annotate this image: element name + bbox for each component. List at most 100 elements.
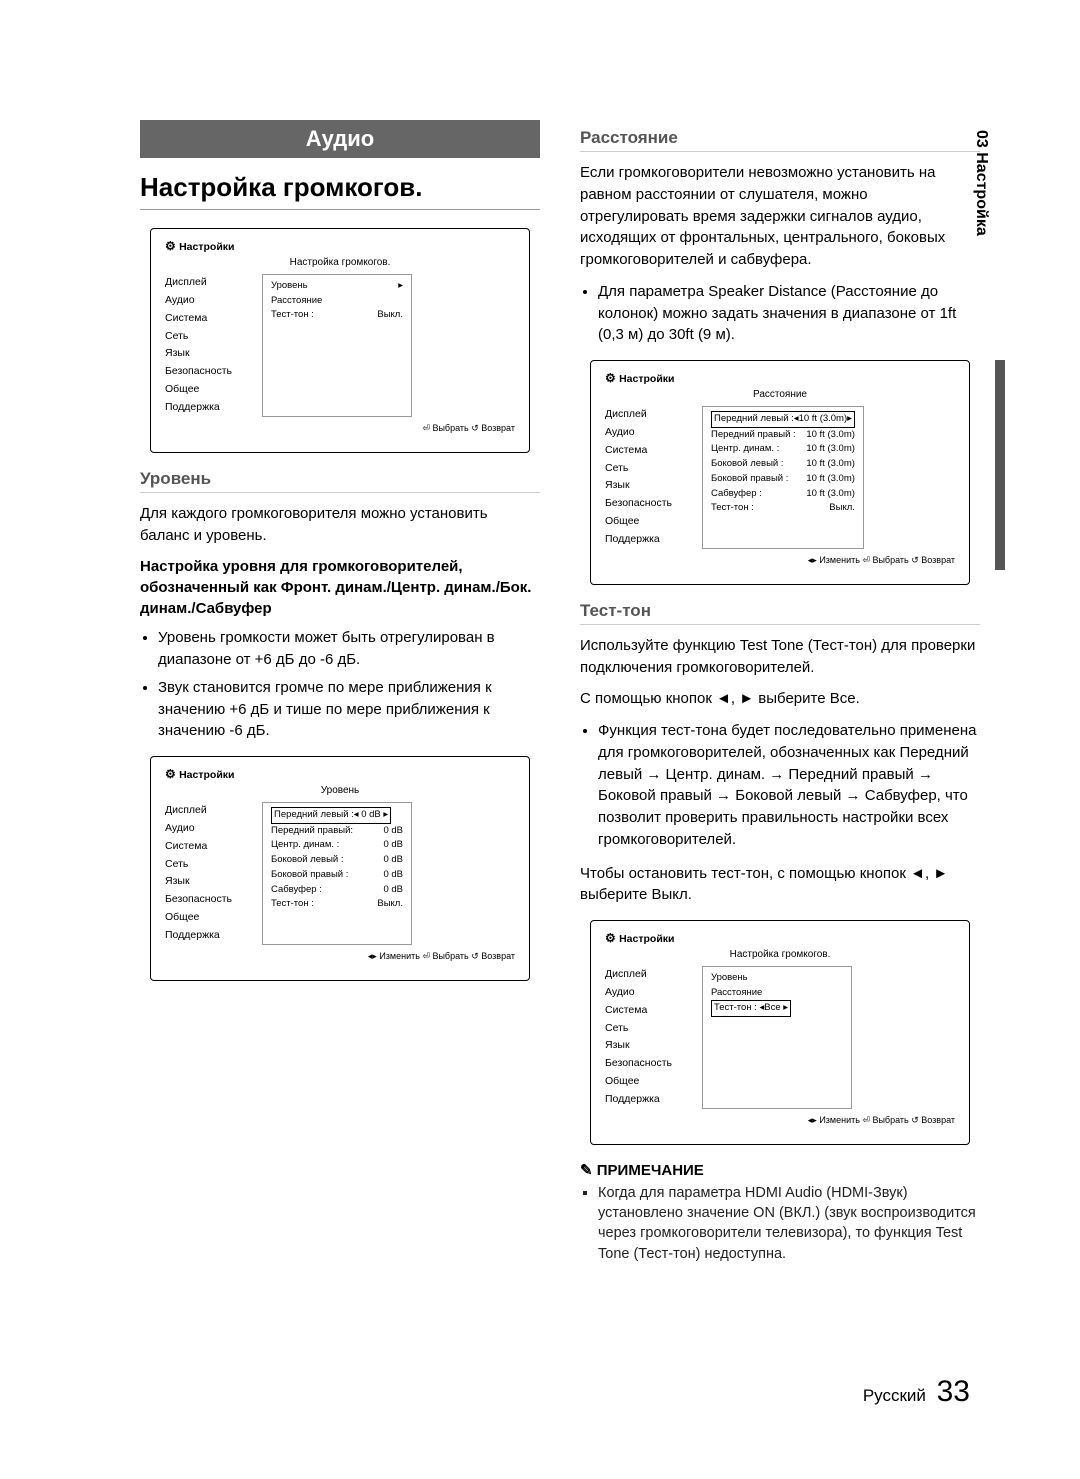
- note-text: Когда для параметра HDMI Audio (HDMI-Зву…: [598, 1183, 980, 1264]
- menu-item: Безопасность: [605, 1055, 672, 1073]
- dialog-menu: ДисплейАудиоСистемаСетьЯзыкБезопасностьО…: [165, 802, 232, 945]
- dialog-panel: УровеньРасстояниеТест-тон : ◂Все ▸: [702, 966, 852, 1109]
- menu-item: Язык: [605, 477, 672, 495]
- panel-row: Расстояние: [711, 986, 843, 1001]
- distance-bullet: Для параметра Speaker Distance (Расстоян…: [598, 281, 980, 346]
- page-footer: Русский 33: [863, 1375, 970, 1409]
- menu-item: Язык: [605, 1037, 672, 1055]
- menu-item: Система: [165, 838, 232, 856]
- menu-item: Общее: [605, 513, 672, 531]
- dialog-title: Настройка громкогов.: [165, 257, 515, 268]
- level-intro: Для каждого громкоговорителя можно устан…: [140, 503, 540, 547]
- panel-row: Уровень: [711, 971, 843, 986]
- testtone-line2: С помощью кнопок ◄, ► выберите Все.: [580, 688, 980, 710]
- level-bullet-2: Звук становится громче по мере приближен…: [158, 677, 540, 742]
- testtone-intro: Используйте функцию Test Tone (Тест-тон)…: [580, 635, 980, 679]
- dialog-header: Настройки: [605, 371, 955, 385]
- dialog-header: Настройки: [165, 239, 515, 253]
- menu-item: Аудио: [165, 292, 232, 310]
- panel-row: Сабвуфер :10 ft (3.0m): [711, 487, 855, 502]
- menu-item: Поддержка: [165, 399, 232, 417]
- menu-item: Аудио: [605, 424, 672, 442]
- panel-row: Сабвуфер :0 dB: [271, 883, 403, 898]
- panel-row: Боковой правый :10 ft (3.0m): [711, 472, 855, 487]
- menu-item: Общее: [165, 381, 232, 399]
- menu-item: Поддержка: [605, 1091, 672, 1109]
- panel-row: Тест-тон :Выкл.: [271, 897, 403, 912]
- footer-lang: Русский: [863, 1386, 926, 1405]
- left-column: Аудио Настройка громкогов. Настройки Нас…: [140, 120, 540, 1264]
- menu-item: Дисплей: [605, 966, 672, 984]
- footer-page: 33: [937, 1375, 970, 1408]
- speaker-settings-heading: Настройка громкогов.: [140, 172, 540, 210]
- audio-band: Аудио: [140, 120, 540, 158]
- menu-item: Сеть: [165, 856, 232, 874]
- side-bar-decoration: [995, 360, 1005, 570]
- dialog-panel: Уровень▸РасстояниеТест-тон :Выкл.: [262, 274, 412, 417]
- right-column: Расстояние Если громкоговорители невозмо…: [580, 120, 980, 1264]
- menu-item: Система: [605, 1002, 672, 1020]
- dialog-menu: ДисплейАудиоСистемаСетьЯзыкБезопасностьО…: [165, 274, 232, 417]
- dialog-testtone: Настройки Настройка громкогов. ДисплейАу…: [590, 920, 970, 1145]
- panel-row: Расстояние: [271, 294, 403, 309]
- panel-row: Передний левый :◂ 0 dB ▸: [271, 807, 391, 824]
- menu-item: Язык: [165, 345, 232, 363]
- panel-row: Боковой правый :0 dB: [271, 868, 403, 883]
- level-subhead: Уровень: [140, 469, 540, 493]
- testtone-bullet: Функция тест-тона будет последовательно …: [598, 720, 980, 851]
- menu-item: Поддержка: [165, 927, 232, 945]
- testtone-line3: Чтобы остановить тест-тон, с помощью кно…: [580, 863, 980, 907]
- menu-item: Система: [165, 310, 232, 328]
- distance-subhead: Расстояние: [580, 128, 980, 152]
- panel-row: Уровень▸: [271, 279, 403, 294]
- testtone-subhead: Тест-тон: [580, 601, 980, 625]
- menu-item: Аудио: [165, 820, 232, 838]
- dialog-title: Настройка громкогов.: [605, 949, 955, 960]
- menu-item: Поддержка: [605, 531, 672, 549]
- menu-item: Сеть: [605, 460, 672, 478]
- menu-item: Безопасность: [605, 495, 672, 513]
- menu-item: Дисплей: [605, 406, 672, 424]
- level-bold: Настройка уровня для громкоговорителей, …: [140, 556, 540, 619]
- side-tab: 03 Настройка: [972, 130, 990, 236]
- dialog-speaker-settings: Настройки Настройка громкогов. ДисплейАу…: [150, 228, 530, 453]
- panel-row: Передний правый:0 dB: [271, 824, 403, 839]
- panel-row: Боковой левый :10 ft (3.0m): [711, 457, 855, 472]
- menu-item: Безопасность: [165, 363, 232, 381]
- dialog-panel: Передний левый :◂ 0 dB ▸Передний правый:…: [262, 802, 412, 945]
- menu-item: Дисплей: [165, 274, 232, 292]
- dialog-level: Настройки Уровень ДисплейАудиоСистемаСет…: [150, 756, 530, 981]
- dialog-hints: ◂▸ Изменить ⏎ Выбрать ↺ Возврат: [605, 555, 955, 566]
- panel-row: Центр. динам. :0 dB: [271, 838, 403, 853]
- panel-row: Боковой левый :0 dB: [271, 853, 403, 868]
- dialog-title: Расстояние: [605, 389, 955, 400]
- panel-row: Тест-тон : ◂Все ▸: [711, 1000, 791, 1017]
- menu-item: Безопасность: [165, 891, 232, 909]
- menu-item: Сеть: [605, 1020, 672, 1038]
- menu-item: Общее: [605, 1073, 672, 1091]
- distance-intro: Если громкоговорители невозможно установ…: [580, 162, 980, 271]
- panel-row: Центр. динам. :10 ft (3.0m): [711, 442, 855, 457]
- panel-row: Тест-тон :Выкл.: [711, 501, 855, 516]
- menu-item: Общее: [165, 909, 232, 927]
- dialog-header: Настройки: [605, 931, 955, 945]
- panel-row: Тест-тон :Выкл.: [271, 308, 403, 323]
- dialog-menu: ДисплейАудиоСистемаСетьЯзыкБезопасностьО…: [605, 406, 672, 549]
- level-bullet-1: Уровень громкости может быть отрегулиров…: [158, 627, 540, 671]
- menu-item: Сеть: [165, 328, 232, 346]
- panel-row: Передний правый :10 ft (3.0m): [711, 428, 855, 443]
- panel-row: Передний левый :◂10 ft (3.0m)▸: [711, 411, 855, 428]
- dialog-menu: ДисплейАудиоСистемаСетьЯзыкБезопасностьО…: [605, 966, 672, 1109]
- menu-item: Дисплей: [165, 802, 232, 820]
- menu-item: Аудио: [605, 984, 672, 1002]
- dialog-header: Настройки: [165, 767, 515, 781]
- dialog-title: Уровень: [165, 785, 515, 796]
- menu-item: Язык: [165, 873, 232, 891]
- dialog-hints: ◂▸ Изменить ⏎ Выбрать ↺ Возврат: [605, 1115, 955, 1126]
- dialog-distance: Настройки Расстояние ДисплейАудиоСистема…: [590, 360, 970, 585]
- dialog-hints: ◂▸ Изменить ⏎ Выбрать ↺ Возврат: [165, 951, 515, 962]
- note-heading: ПРИМЕЧАНИЕ: [580, 1161, 980, 1179]
- dialog-hints: ⏎ Выбрать ↺ Возврат: [165, 423, 515, 434]
- dialog-panel: Передний левый :◂10 ft (3.0m)▸Передний п…: [702, 406, 864, 549]
- menu-item: Система: [605, 442, 672, 460]
